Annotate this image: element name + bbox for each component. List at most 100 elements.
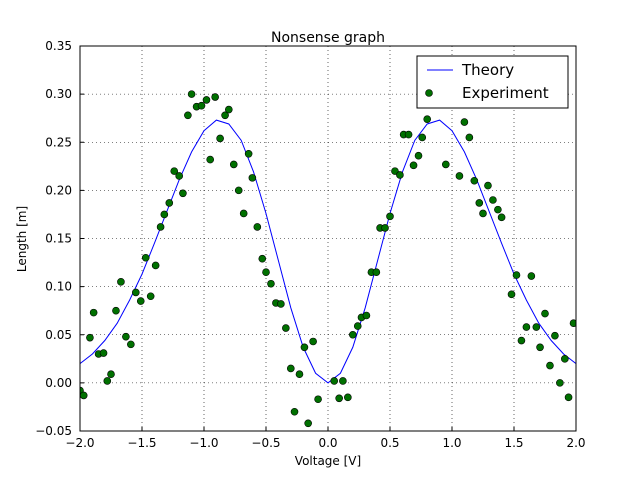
data-point — [484, 181, 492, 190]
data-point — [344, 393, 352, 402]
data-point — [202, 96, 211, 104]
plot-area — [80, 90, 576, 428]
data-point — [517, 336, 526, 345]
data-point — [465, 133, 474, 142]
data-point — [300, 343, 309, 352]
data-point — [160, 210, 169, 219]
data-point — [216, 134, 224, 143]
data-point — [165, 199, 174, 207]
data-point — [418, 133, 427, 142]
data-point — [122, 332, 130, 341]
x-tick-label: 1.5 — [504, 436, 523, 450]
data-point — [409, 161, 418, 170]
data-point — [353, 322, 362, 330]
data-point — [362, 311, 371, 320]
data-point — [348, 330, 357, 339]
x-axis-label: Voltage [V] — [295, 454, 361, 468]
legend-label: Theory — [461, 61, 514, 79]
data-point — [441, 160, 450, 169]
data-point — [309, 337, 317, 346]
data-point — [489, 196, 497, 204]
data-point — [221, 111, 229, 120]
data-point — [391, 167, 399, 175]
data-point — [229, 160, 238, 169]
y-tick-label: 0.25 — [45, 135, 72, 149]
data-point — [455, 172, 464, 180]
data-point — [541, 309, 549, 318]
data-point — [507, 290, 516, 299]
data-point — [267, 279, 275, 288]
axes-frame — [79, 45, 577, 432]
data-point — [527, 272, 536, 280]
data-point — [179, 189, 187, 198]
data-point — [244, 150, 253, 158]
data-point — [512, 271, 521, 279]
data-point — [211, 93, 219, 101]
y-tick-label: 0.00 — [45, 376, 72, 390]
data-point — [290, 407, 299, 416]
data-point — [86, 333, 94, 342]
y-tick-label: −0.05 — [35, 424, 72, 438]
data-point — [522, 323, 531, 331]
data-point — [184, 111, 192, 120]
data-point — [561, 355, 569, 363]
data-point — [156, 223, 165, 231]
data-point — [206, 155, 214, 164]
data-point — [197, 101, 206, 110]
data-point — [262, 268, 270, 276]
data-point — [479, 209, 487, 218]
data-point — [286, 364, 295, 373]
x-tick-label: −2.0 — [65, 436, 94, 450]
y-axis-label: Length [m] — [15, 206, 29, 272]
data-point — [295, 370, 304, 379]
data-point — [314, 395, 322, 404]
data-point — [117, 278, 125, 286]
data-point — [225, 105, 233, 114]
data-point — [556, 379, 564, 387]
data-point — [170, 167, 179, 175]
x-tick-label: 0.5 — [380, 436, 399, 450]
data-point — [258, 254, 267, 263]
data-point — [151, 261, 160, 270]
data-point — [146, 292, 155, 301]
data-point — [187, 90, 196, 98]
data-point — [564, 393, 573, 402]
x-tick-label: −0.5 — [251, 436, 280, 450]
x-tick-label: 2.0 — [566, 436, 585, 450]
data-point — [141, 253, 150, 262]
data-point — [414, 151, 423, 160]
data-point — [282, 324, 290, 332]
data-point — [404, 130, 413, 139]
data-point — [494, 205, 502, 214]
data-point — [99, 349, 108, 357]
data-point — [127, 340, 135, 349]
data-point — [239, 209, 248, 218]
data-point — [536, 343, 544, 352]
data-point — [335, 394, 343, 403]
legend-box — [416, 55, 569, 109]
data-point — [372, 268, 381, 276]
data-point — [80, 391, 88, 400]
data-point — [107, 370, 115, 379]
data-point — [136, 297, 145, 305]
data-point — [386, 212, 394, 221]
theory-line — [80, 119, 576, 384]
data-point — [470, 176, 479, 185]
data-point — [175, 172, 183, 180]
data-point — [460, 118, 469, 126]
data-point — [234, 186, 243, 195]
data-point — [112, 306, 120, 315]
data-point — [475, 199, 484, 207]
data-point — [569, 319, 576, 327]
data-point — [248, 174, 257, 182]
y-tick-label: 0.35 — [45, 39, 72, 53]
data-point — [546, 361, 554, 370]
x-tick-label: −1.0 — [189, 436, 218, 450]
data-point — [89, 308, 98, 317]
data-point — [277, 300, 285, 308]
data-point — [103, 377, 112, 385]
data-point — [551, 331, 559, 340]
y-tick-label: 0.10 — [45, 280, 72, 294]
